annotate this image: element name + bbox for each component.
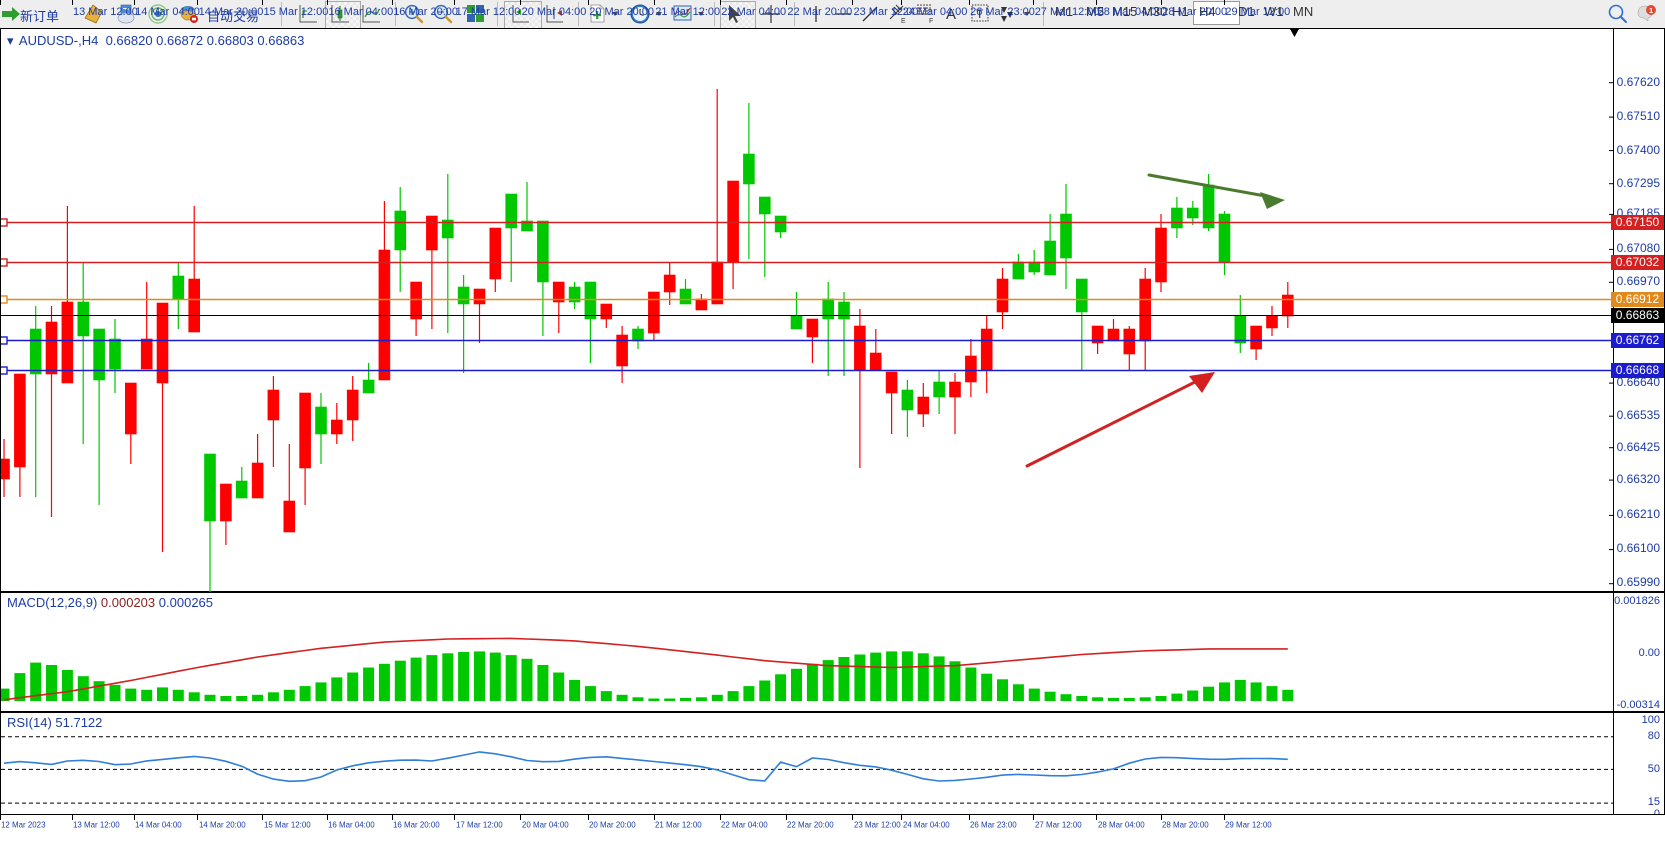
svg-text:E: E xyxy=(901,18,906,25)
svg-text:F: F xyxy=(929,18,933,25)
svg-text:1: 1 xyxy=(1649,6,1653,15)
